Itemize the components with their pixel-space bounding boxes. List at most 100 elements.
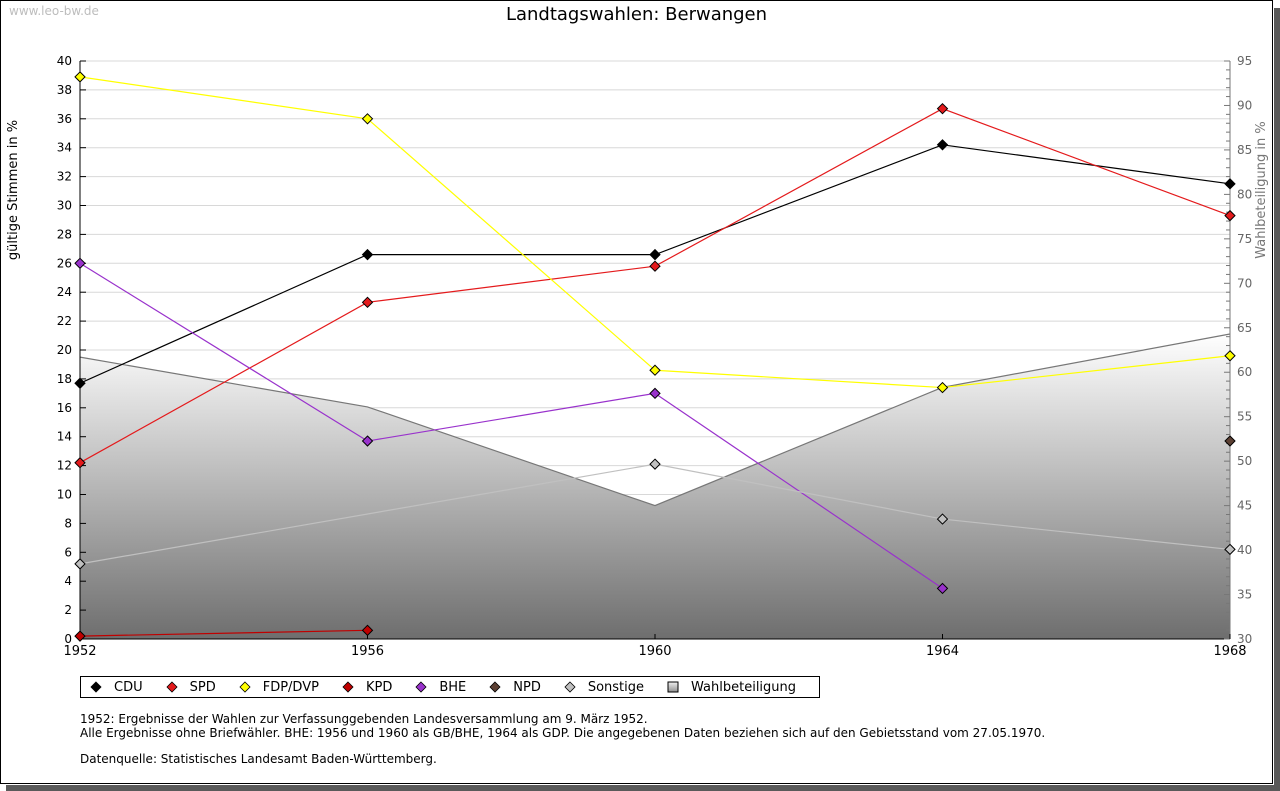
x-tick-label: 1964 <box>926 644 959 659</box>
legend-item-wahlbeteiligung: Wahlbeteiligung <box>667 680 796 695</box>
legend-diamond-icon <box>415 681 427 693</box>
series-line-bhe <box>79 262 943 589</box>
legend-diamond-icon <box>166 681 178 693</box>
y2-tick-label: 30 <box>1237 632 1252 646</box>
data-point-sonstige <box>74 558 86 570</box>
legend-item-kpd: KPD <box>342 680 392 695</box>
legend-item-fdpdvp: FDP/DVP <box>239 680 319 695</box>
y-tick-label: 26 <box>57 256 72 270</box>
series-line-sonstige <box>79 463 1231 565</box>
y2-tick-label: 85 <box>1237 143 1252 157</box>
y2-tick-label: 95 <box>1237 54 1252 68</box>
y-tick-label: 24 <box>57 285 72 299</box>
y2-tick-label: 50 <box>1237 454 1252 468</box>
legend-item-sonstige: Sonstige <box>564 680 644 695</box>
data-point-fdpdvp <box>1224 350 1236 362</box>
data-point-cdu <box>1224 178 1236 190</box>
legend-item-cdu: CDU <box>90 680 143 695</box>
data-point-bhe <box>74 257 86 270</box>
data-point-spd <box>1224 209 1236 222</box>
y2-tick-label: 40 <box>1237 543 1252 557</box>
data-point-fdpdvp <box>936 381 949 394</box>
data-point-sonstige <box>649 458 661 470</box>
legend-item-bhe: BHE <box>415 680 466 695</box>
legend-item-spd: SPD <box>166 680 216 695</box>
y-tick-label: 10 <box>57 488 72 502</box>
y-tick-label: 28 <box>57 227 72 241</box>
y2-tick-label: 45 <box>1237 499 1252 513</box>
legend-item-npd: NPD <box>489 680 541 695</box>
legend-label: KPD <box>365 679 393 695</box>
y-tick-label: 8 <box>64 516 72 530</box>
x-tick-label: 1960 <box>638 644 671 659</box>
data-point-cdu <box>74 377 86 389</box>
data-point-fdpdvp <box>74 71 86 83</box>
legend: CDU SPD FDP/DVP KPD BHE NPD Sonstige Wahlbeteil… <box>80 676 820 698</box>
data-point-spd <box>361 296 374 309</box>
y-tick-label: 2 <box>64 603 72 617</box>
data-point-bhe <box>361 435 374 447</box>
y-tick-label: 14 <box>57 430 72 444</box>
data-point-kpd <box>361 624 374 637</box>
data-point-bhe <box>649 387 661 400</box>
footnote-1: 1952: Ergebnisse der Wahlen zur Verfassu… <box>80 712 648 726</box>
y-tick-label: 22 <box>57 314 72 328</box>
legend-label: Wahlbeteiligung <box>691 679 797 695</box>
legend-diamond-icon <box>239 681 251 693</box>
y-tick-label: 12 <box>57 459 72 473</box>
y2-tick-label: 90 <box>1237 98 1252 112</box>
x-tick-label: 1956 <box>351 644 384 659</box>
footnotes: 1952: Ergebnisse der Wahlen zur Verfassu… <box>80 712 1045 740</box>
y-tick-label: 34 <box>57 141 72 155</box>
x-tick-label: 1952 <box>63 644 96 659</box>
footnote-2: Alle Ergebnisse ohne Briefwähler. BHE: 1… <box>80 726 1046 740</box>
data-point-cdu <box>936 139 949 151</box>
y2-tick-label: 35 <box>1237 588 1252 602</box>
data-point-bhe <box>936 582 949 595</box>
y2-tick-label: 55 <box>1237 410 1252 424</box>
y2-tick-label: 65 <box>1237 321 1252 335</box>
data-point-spd <box>74 457 86 469</box>
data-point-fdpdvp <box>649 364 661 376</box>
legend-label: Sonstige <box>587 679 645 695</box>
legend-label: NPD <box>513 679 541 695</box>
data-point-cdu <box>361 248 374 261</box>
y-tick-label: 20 <box>57 343 72 357</box>
series-line-fdpdvp <box>79 76 1231 389</box>
legend-diamond-icon <box>342 681 354 693</box>
y2-tick-label: 80 <box>1237 187 1252 201</box>
legend-square-icon <box>667 681 679 693</box>
y-tick-label: 4 <box>64 574 72 588</box>
data-point-spd <box>936 102 949 115</box>
turnout-line <box>79 333 1231 507</box>
legend-label: CDU <box>114 679 143 695</box>
turnout-area <box>80 333 1230 639</box>
y-tick-label: 30 <box>57 199 72 213</box>
window-shadow-right <box>1274 8 1280 791</box>
chart-title: Landtagswahlen: Berwangen <box>505 4 768 25</box>
legend-label: FDP/DVP <box>262 679 319 695</box>
y-tick-label: 32 <box>57 170 72 184</box>
legend-diamond-icon <box>90 681 102 693</box>
data-point-spd <box>649 260 661 272</box>
y-tick-label: 16 <box>57 401 72 415</box>
data-point-sonstige <box>1224 543 1236 556</box>
data-point-kpd <box>74 630 86 642</box>
window-shadow-bottom <box>6 785 1280 791</box>
y-tick-label: 38 <box>57 83 72 97</box>
legend-label: BHE <box>439 679 467 695</box>
watermark: www.leo-bw.de <box>9 4 99 18</box>
y2-axis-label: Wahlbeteiligung in % <box>1254 121 1269 258</box>
x-tick-label: 1968 <box>1213 644 1246 659</box>
y2-tick-label: 60 <box>1237 365 1252 379</box>
legend-label: SPD <box>189 679 216 695</box>
series-line-kpd <box>79 629 368 637</box>
y-tick-label: 36 <box>57 112 72 126</box>
y-axis-label: gültige Stimmen in % <box>6 120 21 260</box>
data-point-fdpdvp <box>361 113 374 125</box>
y-tick-label: 0 <box>64 632 72 646</box>
data-point-npd <box>1224 435 1236 447</box>
chart-plot: 0246810121416182022242628303234363840303… <box>6 54 1269 659</box>
data-point-cdu <box>649 248 661 261</box>
data-point-sonstige <box>936 513 949 525</box>
